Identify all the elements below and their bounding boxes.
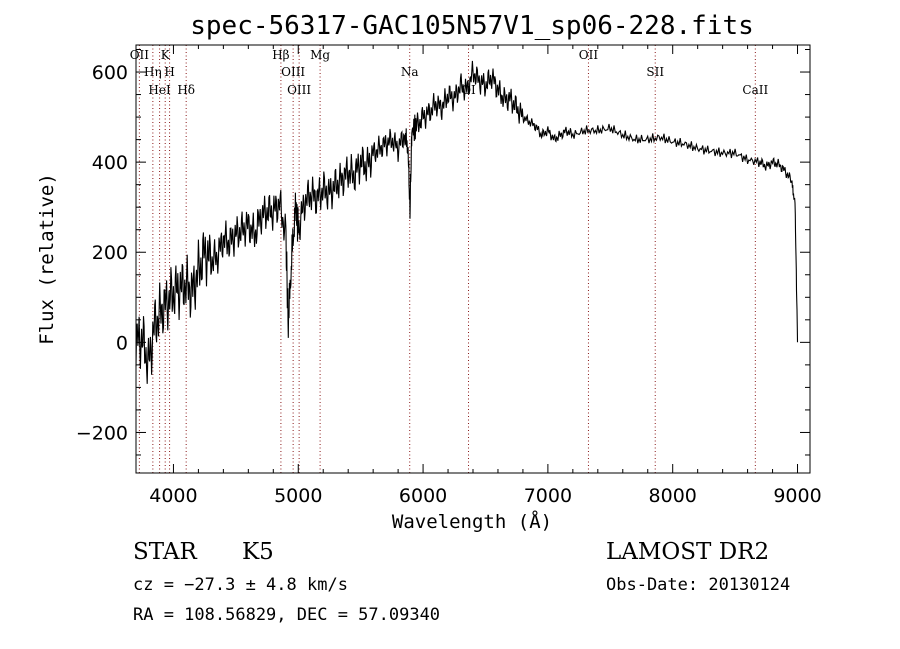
line-label: Na: [401, 65, 419, 79]
spectral-line-markers: [138, 45, 756, 473]
x-tick-label: 5000: [274, 485, 322, 507]
survey-name: LAMOST DR2: [606, 539, 769, 565]
y-tick-label: 600: [92, 62, 128, 84]
y-axis-ticks: −200 0 200 400 600: [76, 49, 810, 456]
line-label: CaII: [742, 83, 768, 97]
y-tick-label: −200: [76, 422, 128, 444]
line-label: OII: [579, 48, 599, 62]
x-axis-label: Wavelength (Å): [392, 510, 552, 533]
x-tick-label: 7000: [524, 485, 572, 507]
line-label: Hδ: [177, 83, 195, 97]
line-label: Hη: [144, 65, 162, 79]
line-label: Hβ: [272, 48, 289, 62]
sky-coordinates: RA = 108.56829, DEC = 57.09340: [133, 605, 440, 625]
object-class: STAR: [133, 539, 197, 565]
x-axis-ticks: 4000 5000 6000 7000 8000 9000: [149, 45, 822, 507]
x-tick-label: 4000: [149, 485, 197, 507]
x-tick-label: 8000: [649, 485, 697, 507]
line-label: Mg: [310, 48, 330, 62]
redshift-velocity: cz = −27.3 ± 4.8 km/s: [133, 575, 348, 595]
y-tick-label: 200: [92, 242, 128, 264]
line-label: OII: [130, 48, 150, 62]
spectrum-series-line: [135, 60, 799, 384]
x-tick-label: 9000: [773, 485, 821, 507]
chart-title: spec-56317-GAC105N57V1_sp06-228.fits: [190, 11, 754, 41]
line-label: HeI: [148, 83, 171, 97]
y-tick-label: 0: [116, 332, 128, 354]
x-tick-label: 6000: [399, 485, 447, 507]
line-label: OIII: [281, 65, 305, 79]
line-label: SII: [646, 65, 664, 79]
object-subclass: K5: [242, 539, 274, 565]
line-label: OIII: [287, 83, 311, 97]
y-axis-label: Flux (relative): [36, 173, 58, 345]
observation-date: Obs-Date: 20130124: [606, 575, 790, 595]
y-tick-label: 400: [92, 152, 128, 174]
line-label: H: [164, 65, 174, 79]
line-label: K: [161, 48, 171, 62]
